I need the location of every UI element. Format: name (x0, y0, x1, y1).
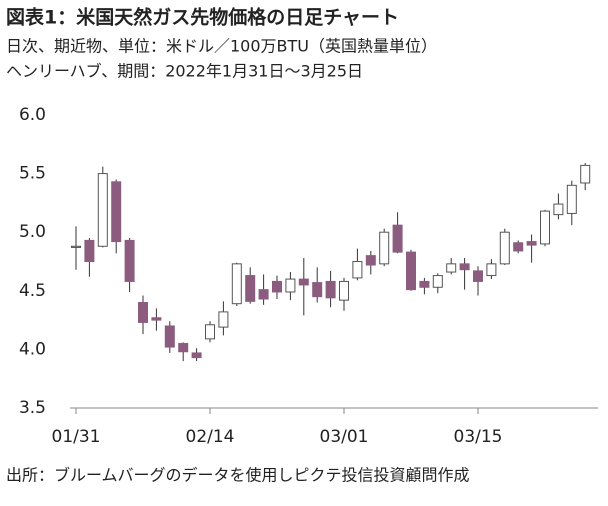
candle-body (138, 302, 148, 323)
candle-body (164, 325, 175, 348)
y-tick-label: 5.5 (19, 164, 46, 184)
candle-body (218, 311, 229, 328)
candle-body (499, 231, 510, 265)
candle-body (111, 181, 122, 243)
candle-body (365, 255, 376, 266)
candle-body (513, 242, 524, 252)
chart-subtitle: 日次、期近物、単位：米ドル／100万BTU（英国熱量単位） (6, 37, 437, 56)
y-tick-label: 3.5 (19, 398, 46, 418)
candle-body (285, 278, 296, 293)
candle-body (419, 280, 430, 288)
candle-body (312, 282, 323, 298)
candle-body (325, 280, 336, 299)
candle-body (97, 173, 108, 247)
x-tick-label: 02/14 (186, 427, 235, 447)
candle-body (231, 263, 242, 305)
source-note: 出所：ブルームバーグのデータを使用しピクテ投信投資顧問作成 (6, 466, 470, 485)
x-tick-label: 03/01 (320, 427, 369, 447)
candle-body (191, 352, 202, 359)
candle-body (486, 263, 497, 277)
candle-body (272, 280, 282, 293)
candle-body (459, 263, 470, 271)
chart-title: 図表1：米国天然ガス先物価格の日足チャート (6, 6, 399, 29)
candle-body (473, 270, 483, 282)
candle-body (580, 164, 591, 184)
y-tick-label: 4.5 (19, 281, 46, 301)
candle-body (432, 275, 443, 288)
candle-body (178, 343, 189, 353)
candle-body (406, 251, 416, 291)
candle-body (566, 184, 577, 214)
candle-body (205, 324, 215, 340)
y-tick-label: 4.0 (19, 339, 46, 359)
candle-body (352, 261, 363, 279)
candle-body (84, 239, 95, 263)
candle-body (553, 203, 564, 216)
candle-body (540, 210, 550, 245)
y-tick-label: 5.0 (19, 222, 46, 242)
x-tick-label: 03/15 (454, 427, 503, 447)
candle-body (526, 241, 537, 246)
candle-body (258, 289, 269, 300)
x-tick-label: 01/31 (52, 427, 101, 447)
candle-body (124, 239, 135, 282)
candle-body (379, 231, 390, 265)
candle-body (339, 280, 349, 301)
y-tick-label: 6.0 (19, 105, 46, 125)
candle-body (298, 278, 309, 286)
candle-body (151, 317, 162, 321)
candle-body (392, 224, 403, 253)
candle-body (446, 263, 457, 273)
candle-body (245, 275, 256, 302)
candle-body (71, 245, 81, 248)
chart-subtitle: ヘンリーハブ、期間：2022年1月31日～3月25日 (6, 62, 363, 81)
